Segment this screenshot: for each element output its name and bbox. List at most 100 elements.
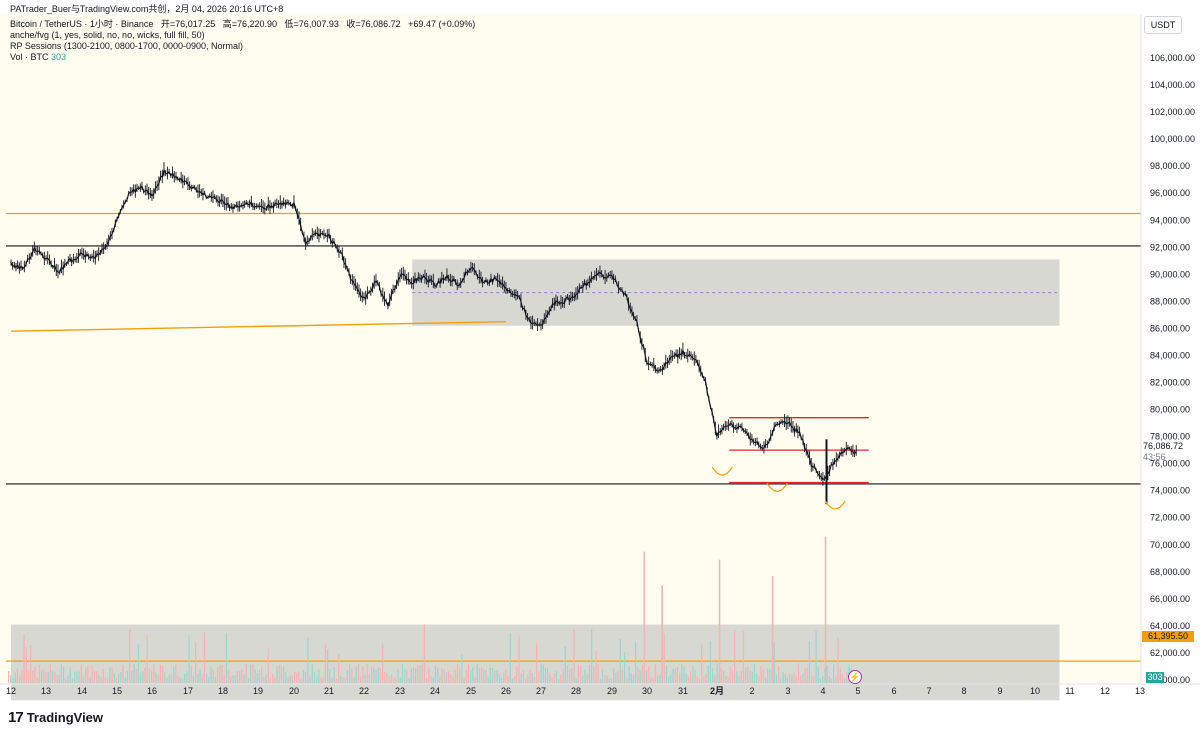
y-tick-label: 72,000.00 [1150, 513, 1190, 523]
volume-bar [212, 669, 214, 683]
volume-bar [837, 638, 839, 683]
volume-bar [498, 674, 500, 683]
volume-bar [575, 677, 577, 683]
volume-bar [351, 668, 353, 683]
volume-bar [676, 666, 679, 683]
symbol-label[interactable]: Bitcoin / TetherUS · 1小时 · Binance [10, 19, 154, 29]
volume-bar [144, 667, 146, 683]
y-tick-label: 88,000.00 [1150, 296, 1190, 306]
volume-bar [104, 677, 107, 683]
volume-bar [287, 677, 289, 683]
volume-bar [8, 671, 10, 683]
volume-bar [289, 675, 291, 683]
volume-bar [371, 666, 373, 683]
volume-bar [657, 675, 659, 683]
bar-countdown: 43:56 [1143, 452, 1166, 462]
volume-label: Vol · BTC [10, 52, 49, 62]
volume-bar [23, 633, 25, 683]
x-tick-label: 12 [1100, 686, 1110, 696]
lightning-icon[interactable]: ⚡ [848, 670, 862, 684]
indicator-sessions[interactable]: RP Sessions (1300-2100, 0800-1700, 0000-… [10, 41, 243, 51]
volume-peak-0 [643, 551, 646, 683]
y-tick-label: 104,000.00 [1150, 80, 1195, 90]
volume-bar [580, 666, 582, 683]
volume-bar [258, 669, 261, 683]
y-tick-label: 82,000.00 [1150, 378, 1190, 388]
orange-arc-1 [766, 483, 788, 492]
volume-bar [155, 672, 157, 683]
volume-bar [698, 678, 701, 683]
volume-bar [505, 669, 507, 683]
volume-bar [89, 677, 91, 683]
volume-bar [265, 674, 267, 683]
volume-bar [305, 672, 307, 683]
volume-bar [775, 674, 778, 683]
chart-title: PATrader_Buer与TradingView.com共创，2月 04, 2… [10, 4, 284, 14]
volume-bar [639, 669, 641, 683]
indicator-fvg[interactable]: anche/fvg (1, yes, solid, no, no, wicks,… [10, 30, 205, 40]
volume-bar [197, 673, 199, 683]
volume-bar [478, 668, 481, 683]
volume-bar [148, 668, 151, 683]
volume-bar [126, 671, 129, 683]
volume-bar [588, 665, 591, 683]
y-tick-label: 70,000.00 [1150, 540, 1190, 550]
volume-bar [448, 670, 450, 683]
volume-bar [560, 675, 562, 683]
y-tick-label: 106,000.00 [1150, 53, 1195, 63]
volume-bar [10, 675, 12, 683]
volume-scale-tag: 303 [1146, 672, 1164, 683]
volume-bar [749, 670, 751, 683]
volume-bar [254, 669, 256, 683]
volume-bar [709, 641, 712, 683]
volume-bar [443, 669, 445, 683]
volume-bar [423, 624, 426, 683]
volume-bar [652, 677, 654, 683]
x-tick-label: 25 [466, 686, 476, 696]
volume-bar [82, 676, 85, 683]
volume-bar [584, 669, 586, 683]
volume-bar [474, 677, 476, 683]
volume-bar [745, 667, 747, 683]
volume-bar [393, 677, 395, 683]
orange-arc-0 [711, 466, 733, 476]
y-tick-label: 94,000.00 [1150, 215, 1190, 225]
volume-bar [426, 678, 428, 683]
volume-bar [577, 665, 580, 683]
volume-bar [395, 677, 397, 683]
volume-bar [747, 666, 749, 683]
volume-bar [533, 676, 536, 683]
x-tick-label: 2 [749, 686, 754, 696]
volume-bar [635, 642, 637, 683]
volume-bar [437, 668, 439, 683]
price-scale-background [1141, 14, 1200, 684]
volume-bar [694, 669, 696, 683]
indicator-volume[interactable]: Vol · BTC 303 [10, 52, 66, 63]
volume-bar [822, 675, 824, 683]
volume-bar [753, 664, 756, 683]
x-tick-label: 21 [324, 686, 334, 696]
volume-bar [835, 676, 837, 683]
volume-bar [19, 675, 21, 683]
volume-bar [283, 666, 285, 683]
volume-bar [727, 676, 729, 683]
volume-bar [780, 677, 782, 683]
tradingview-logo[interactable]: 17 TradingView [8, 708, 103, 726]
volume-bar [811, 676, 813, 683]
volume-bar [256, 673, 258, 683]
x-tick-label: 13 [41, 686, 51, 696]
volume-bar [509, 633, 511, 683]
volume-bar [190, 666, 192, 683]
volume-bar [784, 674, 786, 683]
volume-bar [353, 676, 355, 683]
volume-bar [456, 663, 459, 683]
volume-bar [797, 663, 800, 683]
volume-bar [813, 676, 815, 683]
currency-button[interactable]: USDT [1144, 16, 1182, 34]
volume-bar [538, 671, 540, 683]
volume-bar [769, 668, 771, 683]
volume-bar [696, 676, 698, 683]
volume-bar [826, 665, 828, 683]
volume-bar [368, 673, 371, 683]
